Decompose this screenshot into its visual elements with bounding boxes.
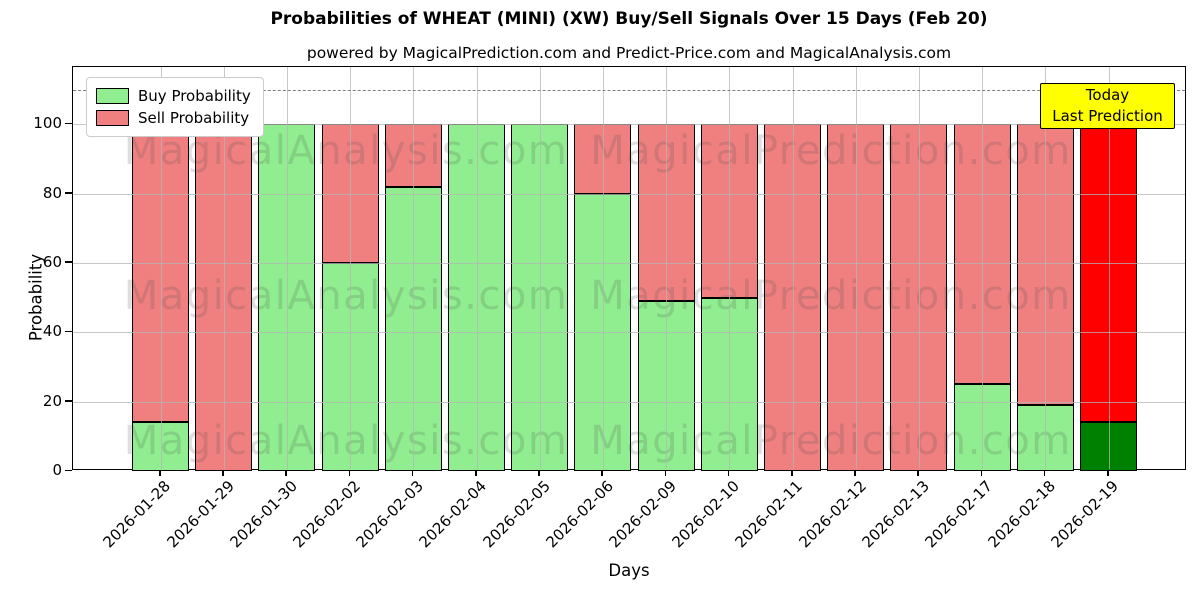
x-tick-mark-2026-01-30 <box>285 470 287 476</box>
y-tick-label-60: 60 <box>42 252 62 271</box>
chart-subtitle: powered by MagicalPrediction.com and Pre… <box>306 44 952 62</box>
y-tick-mark-40 <box>65 330 72 333</box>
chart-title: Probabilities of WHEAT (MINI) (XW) Buy/S… <box>270 9 988 29</box>
x-tick-mark-2026-02-13 <box>917 470 919 476</box>
x-tick-label-2026-02-12: 2026-02-12 <box>795 477 870 552</box>
x-tick-mark-2026-02-03 <box>411 470 414 476</box>
y-tick-mark-20 <box>65 400 72 402</box>
dashed-threshold-line <box>73 89 1185 91</box>
x-tick-label-2026-02-11: 2026-02-11 <box>731 477 807 552</box>
x-tick-mark-2026-02-19 <box>1107 470 1109 476</box>
x-tick-label-2026-02-05: 2026-02-05 <box>479 477 554 552</box>
x-tick-label-2026-02-02: 2026-02-02 <box>289 477 364 552</box>
legend-swatch-buy <box>96 88 129 104</box>
x-gridline-2026-02-06 <box>602 67 604 469</box>
x-tick-label-2026-01-28: 2026-01-28 <box>99 477 175 552</box>
y-gridline-40 <box>73 332 1185 334</box>
today-annotation-line1: Today <box>1085 86 1130 104</box>
x-tick-label-2026-01-30: 2026-01-30 <box>226 477 301 552</box>
y-gridline-80 <box>73 193 1185 195</box>
y-tick-mark-100 <box>65 122 72 125</box>
y-tick-label-0: 0 <box>52 461 62 479</box>
x-tick-mark-2026-02-04 <box>475 470 477 476</box>
legend-item-buy: Buy Probability <box>96 85 251 107</box>
y-gridline-20 <box>73 401 1185 403</box>
y-tick-mark-0 <box>65 469 72 471</box>
y-tick-label-40: 40 <box>42 322 62 341</box>
y-axis-label: Probability <box>26 253 46 342</box>
x-tick-label-2026-02-06: 2026-02-06 <box>542 477 617 552</box>
legend-label-buy: Buy Probability <box>138 87 251 105</box>
x-tick-mark-2026-01-29 <box>222 470 224 476</box>
x-gridline-2026-02-04 <box>476 67 478 469</box>
x-tick-mark-2026-02-12 <box>854 470 856 476</box>
x-tick-label-2026-02-09: 2026-02-09 <box>605 477 680 552</box>
plot-area: MagicalAnalysis.com MagicalPrediction.com… <box>72 66 1186 471</box>
x-gridline-2026-02-17 <box>982 67 984 469</box>
y-gridline-60 <box>73 262 1185 264</box>
x-tick-label-2026-02-10: 2026-02-10 <box>668 477 744 552</box>
y-tick-label-100: 100 <box>33 114 62 133</box>
x-gridline-2026-01-30 <box>286 67 288 469</box>
x-tick-mark-2026-02-11 <box>791 470 793 476</box>
x-tick-label-2026-02-13: 2026-02-13 <box>858 477 933 552</box>
x-gridline-2026-02-10 <box>729 67 731 469</box>
y-gridline-100 <box>73 124 1185 126</box>
x-tick-label-2026-02-03: 2026-02-03 <box>352 477 428 552</box>
today-annotation: Today Last Prediction <box>1040 83 1175 129</box>
x-tick-label-2026-02-18: 2026-02-18 <box>984 477 1060 552</box>
x-tick-label-2026-01-29: 2026-01-29 <box>163 477 238 552</box>
y-tick-mark-80 <box>65 192 72 194</box>
watermark-text: MagicalPrediction.com <box>590 418 1072 464</box>
x-gridline-2026-02-11 <box>792 67 794 469</box>
x-gridline-2026-02-19 <box>1108 67 1110 469</box>
x-tick-mark-2026-02-06 <box>601 470 603 476</box>
watermark-text: MagicalPrediction.com <box>590 273 1072 319</box>
watermark-text: MagicalAnalysis.com <box>123 418 569 464</box>
x-gridline-2026-02-13 <box>918 67 920 469</box>
y-tick-label-20: 20 <box>42 391 62 410</box>
x-gridline-2026-02-12 <box>855 67 857 469</box>
legend-swatch-sell <box>96 110 129 126</box>
x-tick-mark-2026-02-09 <box>664 470 667 476</box>
x-gridline-2026-02-03 <box>413 67 415 469</box>
x-tick-mark-2026-01-28 <box>159 470 161 476</box>
x-tick-mark-2026-02-05 <box>538 470 540 476</box>
x-tick-label-2026-02-17: 2026-02-17 <box>921 477 996 552</box>
x-gridline-2026-02-09 <box>666 67 668 469</box>
x-axis-label: Days <box>608 561 650 580</box>
x-gridline-2026-01-29 <box>223 67 225 469</box>
legend: Buy Probability Sell Probability <box>86 77 264 137</box>
x-tick-mark-2026-02-10 <box>727 470 730 476</box>
x-tick-mark-2026-02-18 <box>1043 470 1046 476</box>
x-gridline-2026-02-02 <box>350 67 352 469</box>
legend-label-sell: Sell Probability <box>138 109 250 127</box>
y-tick-mark-60 <box>65 261 72 263</box>
x-tick-mark-2026-02-02 <box>348 470 351 476</box>
x-tick-mark-2026-02-17 <box>980 470 983 476</box>
x-tick-label-2026-02-19: 2026-02-19 <box>1047 477 1123 552</box>
y-tick-label-80: 80 <box>42 183 62 202</box>
today-annotation-line2: Last Prediction <box>1052 107 1163 125</box>
x-tick-label-2026-02-04: 2026-02-04 <box>415 477 491 552</box>
watermark-text: MagicalPrediction.com <box>590 128 1072 174</box>
legend-item-sell: Sell Probability <box>96 107 251 129</box>
x-gridline-2026-02-18 <box>1045 67 1047 469</box>
x-gridline-2026-02-05 <box>539 67 541 469</box>
watermark-text: MagicalAnalysis.com <box>123 273 569 319</box>
x-gridline-2026-01-28 <box>160 67 162 469</box>
